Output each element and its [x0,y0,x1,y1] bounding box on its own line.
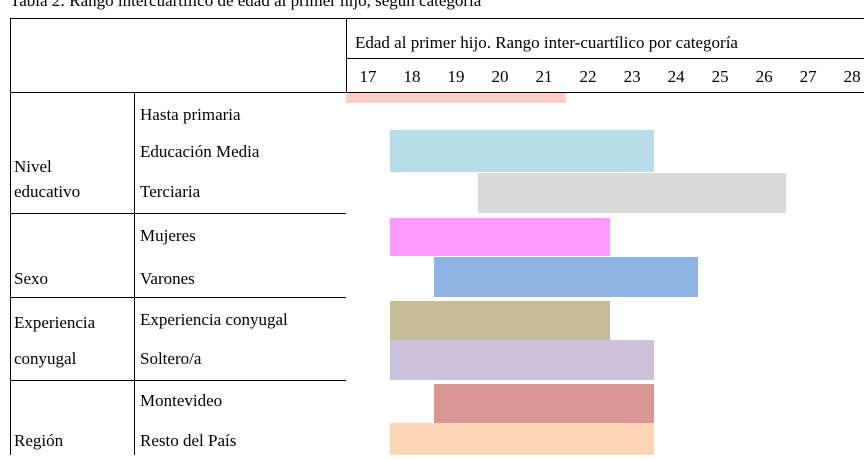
group-label: educativo [14,182,80,201]
x-tick-label: 26 [756,67,773,86]
row-label: Experiencia conyugal [140,310,288,329]
range-bar [346,92,567,103]
range-bar [434,384,655,423]
row-label: Terciaria [140,182,201,201]
x-tick-label: 20 [492,67,509,86]
range-bar [390,130,655,172]
range-bar [390,340,655,380]
x-tick-label: 27 [800,67,818,86]
range-bar [434,257,699,297]
row-label: Hasta primaria [140,105,241,124]
x-tick-label: 19 [448,67,465,86]
group-label: Nivel [14,157,52,176]
header: Edad al primer hijo. Rango inter-cuartíl… [355,33,738,52]
row-label: Mujeres [140,226,196,245]
row-label: Montevideo [140,391,222,410]
x-tick-label: 25 [712,67,729,86]
x-tick-label: 21 [536,67,553,86]
caption: Tabla 2: Rango intercuartílico de edad a… [10,0,482,10]
range-bar [390,301,611,340]
row-label: Educación Media [140,142,260,161]
group-label: Región [14,431,64,450]
x-tick-label: 17 [360,67,378,86]
range-bar [478,173,787,213]
x-tick-label: 23 [624,67,641,86]
range-bar [390,218,611,256]
group-label: conyugal [14,349,77,368]
row-label: Resto del País [140,431,236,450]
row-label: Soltero/a [140,349,202,368]
x-tick-label: 28 [844,67,861,86]
x-tick-label: 22 [580,67,597,86]
x-tick-label: 24 [668,67,686,86]
group-label: Sexo [14,269,48,288]
x-tick-label: 18 [404,67,421,86]
group-label: Experiencia [14,313,96,332]
range-bar [390,423,655,460]
row-label: Varones [140,269,195,288]
